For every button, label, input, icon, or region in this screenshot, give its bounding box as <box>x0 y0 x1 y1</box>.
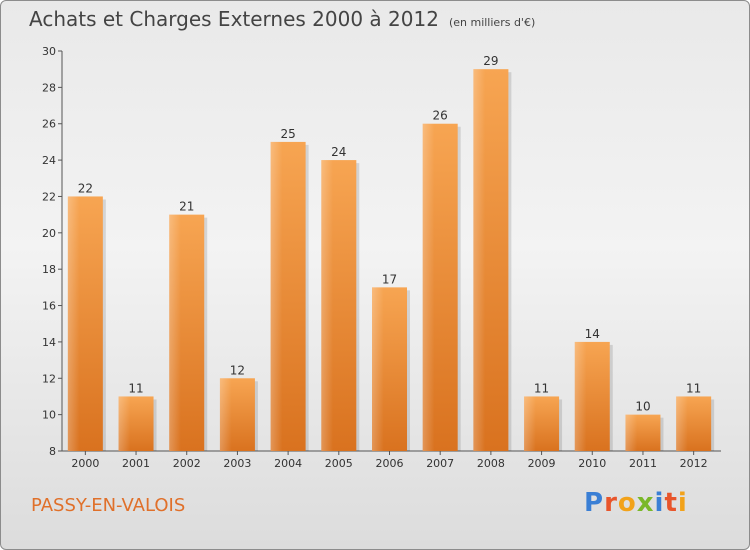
bar-value-label: 26 <box>433 109 448 123</box>
x-tick-label: 2004 <box>274 457 302 470</box>
x-tick-label: 2011 <box>629 457 657 470</box>
proxiti-logo: Proxiti <box>584 488 688 518</box>
bar-value-label: 11 <box>534 381 549 395</box>
bar-value-label: 17 <box>382 272 397 286</box>
y-tick-label: 16 <box>42 300 56 313</box>
bar-value-label: 29 <box>483 54 498 68</box>
bar-highlight <box>473 69 486 451</box>
x-tick-label: 2001 <box>122 457 150 470</box>
x-tick-label: 2000 <box>71 457 99 470</box>
bar-value-label: 14 <box>585 327 600 341</box>
chart-bars: 22 11 21 12 25 24 17 26 29 11 14 10 11 <box>67 54 715 452</box>
bar-value-label: 21 <box>179 200 194 214</box>
y-tick-label: 26 <box>42 118 56 131</box>
bar-highlight <box>118 396 131 451</box>
logo-letter: t <box>664 488 678 518</box>
y-tick-label: 10 <box>42 409 56 422</box>
bar-highlight <box>219 378 232 451</box>
chart-axes: 8 10 12 14 16 18 20 22 24 26 28 30 2000 2001 2002 2003 2… <box>42 45 721 470</box>
y-tick-label: 30 <box>42 45 56 58</box>
x-tick-label: 2002 <box>173 457 201 470</box>
y-tick-label: 20 <box>42 227 56 240</box>
x-tick-label: 2010 <box>578 457 606 470</box>
bar-value-label: 11 <box>686 381 701 395</box>
logo-letter: i <box>654 488 665 518</box>
bar-highlight <box>524 396 536 451</box>
y-tick-label: 28 <box>42 81 56 94</box>
bar-highlight <box>676 396 688 451</box>
x-tick-label: 2008 <box>477 457 505 470</box>
chart-unit: (en milliers d'€) <box>448 16 536 29</box>
y-tick-label: 18 <box>42 263 56 276</box>
bar-value-label: 10 <box>635 400 650 414</box>
bar-highlight <box>321 160 333 451</box>
bar-highlight <box>270 141 283 451</box>
x-tick-label: 2012 <box>680 457 708 470</box>
x-tick-label: 2003 <box>223 457 251 470</box>
bar-highlight <box>169 214 181 451</box>
x-tick-label: 2007 <box>426 457 454 470</box>
x-tick-label: 2006 <box>376 457 404 470</box>
chart-title-text: Achats et Charges Externes 2000 à 2012 <box>29 7 439 31</box>
x-tick-label: 2005 <box>325 457 353 470</box>
town-name: PASSY-EN-VALOIS <box>31 495 186 516</box>
y-tick-label: 8 <box>49 445 56 458</box>
y-tick-label: 12 <box>42 372 56 385</box>
y-tick-label: 24 <box>42 154 56 167</box>
y-tick-label: 22 <box>42 190 56 203</box>
bar-highlight <box>67 196 80 451</box>
chart-title: Achats et Charges Externes 2000 à 2012 (e… <box>29 7 535 31</box>
logo-letter: o <box>617 488 637 518</box>
bar-highlight <box>625 414 638 451</box>
logo-letter: r <box>604 488 618 518</box>
bar-value-label: 24 <box>331 145 346 159</box>
bar-value-label: 12 <box>230 363 245 377</box>
x-tick-label: 2009 <box>528 457 556 470</box>
bar-highlight <box>422 123 435 452</box>
bar-value-label: 25 <box>280 127 295 141</box>
bar-value-label: 11 <box>128 381 143 395</box>
logo-letter: P <box>584 488 605 518</box>
logo-letter: x <box>636 488 655 518</box>
bar-highlight <box>372 287 384 451</box>
y-tick-label: 14 <box>42 336 56 349</box>
bar-highlight <box>574 341 587 451</box>
logo-letter: i <box>677 488 688 518</box>
bar-value-label: 22 <box>78 181 93 195</box>
